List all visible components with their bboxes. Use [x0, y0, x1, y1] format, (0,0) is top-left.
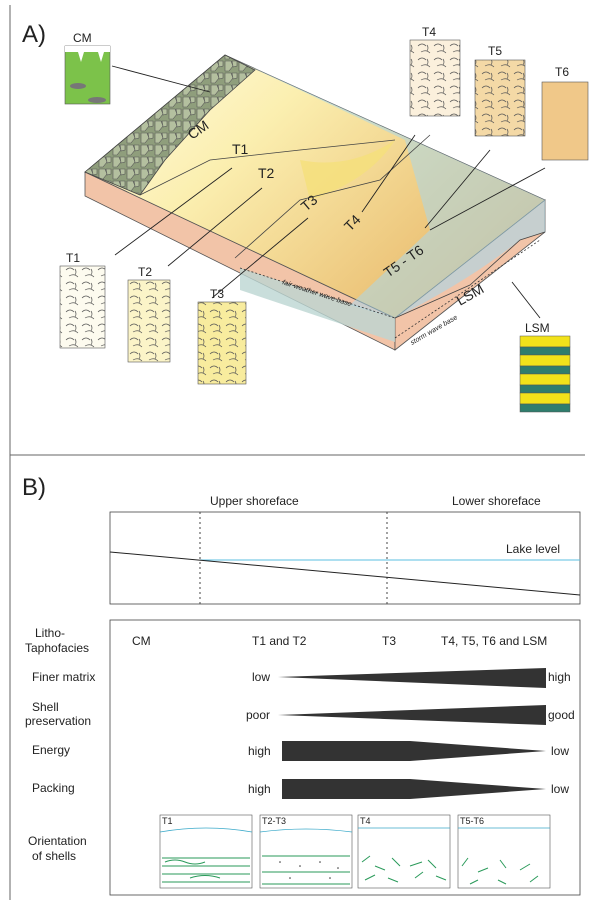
facies-label: CM	[132, 634, 151, 648]
inset-label: T4	[422, 25, 436, 39]
facies-label: T1 and T2	[252, 634, 307, 648]
row-label: of shells	[32, 849, 76, 863]
shape	[520, 336, 570, 347]
row-label: Shell	[32, 700, 59, 714]
shape	[278, 705, 546, 725]
row-label: preservation	[25, 714, 91, 728]
shape	[512, 282, 540, 318]
inset-label: T6	[555, 65, 569, 79]
row-end: low	[252, 670, 270, 684]
row-label: Orientation	[28, 834, 87, 848]
zone-label: Lower shoreface	[452, 494, 541, 508]
panel-label: B)	[22, 474, 46, 501]
shape	[520, 366, 570, 374]
shape	[329, 877, 331, 879]
shape	[282, 741, 546, 761]
facies-label: T3	[382, 634, 396, 648]
shape	[520, 355, 570, 366]
figure: A) CM T1 T2 T3 T4 T5 - T6 LSM fair-weath…	[0, 0, 595, 905]
block-label: T1	[232, 141, 249, 157]
panel-title: T2-T3	[262, 816, 286, 826]
shape	[520, 347, 570, 355]
shape-group	[520, 336, 570, 412]
row-label: Litho-	[35, 626, 65, 640]
row-end: low	[551, 782, 569, 796]
shape	[65, 46, 110, 104]
block-label: T2	[258, 165, 275, 181]
shape	[282, 779, 546, 799]
inset-label: T5	[488, 44, 502, 58]
shape	[475, 60, 525, 136]
row-end: poor	[246, 708, 270, 722]
shape	[88, 97, 106, 103]
panel-title: T1	[162, 816, 173, 826]
zone-label: Upper shoreface	[210, 494, 299, 508]
shape	[520, 385, 570, 393]
inset-label: T2	[138, 265, 152, 279]
row-end: low	[551, 744, 569, 758]
shape	[128, 280, 170, 362]
row-label: Taphofacies	[25, 641, 89, 655]
panel-title: T5-T6	[460, 816, 484, 826]
shape	[520, 404, 570, 412]
inset-label: LSM	[525, 321, 550, 335]
inset-label: T3	[210, 287, 224, 301]
shape	[160, 815, 252, 888]
shape	[520, 393, 570, 404]
shape	[289, 877, 291, 879]
shape	[60, 266, 105, 348]
shape	[278, 668, 546, 688]
shape	[410, 40, 460, 116]
row-end: good	[548, 708, 575, 722]
row-label: Packing	[32, 781, 75, 795]
row-label: Finer matrix	[32, 670, 95, 684]
panel-title: T4	[360, 816, 371, 826]
row-end: high	[248, 744, 271, 758]
shape	[337, 867, 339, 869]
shape	[520, 374, 570, 385]
inset-label: T1	[66, 251, 80, 265]
inset-label: CM	[73, 31, 92, 45]
shape	[110, 552, 580, 595]
row-end: high	[248, 782, 271, 796]
shape	[70, 83, 86, 89]
shape	[112, 66, 210, 92]
shape	[542, 82, 588, 160]
shape	[198, 302, 246, 384]
shape	[319, 861, 321, 863]
row-end: high	[548, 670, 571, 684]
shape	[279, 861, 281, 863]
lake-level-label: Lake level	[506, 542, 560, 556]
facies-label: T4, T5, T6 and LSM	[441, 634, 547, 648]
panel-label: A)	[22, 21, 46, 48]
row-label: Energy	[32, 743, 70, 757]
shape	[299, 865, 301, 867]
